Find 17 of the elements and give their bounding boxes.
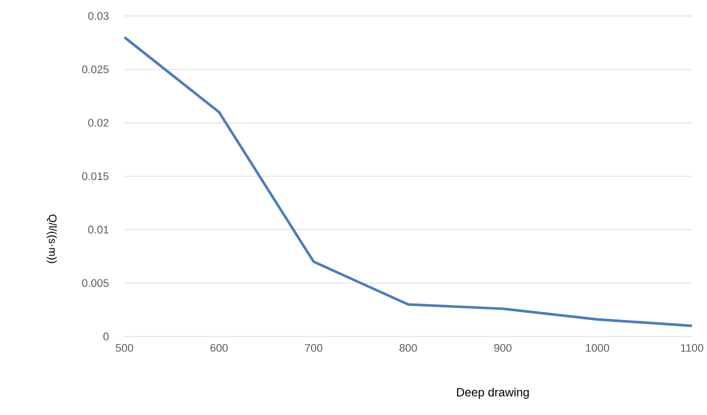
y-tick-label: 0.02 xyxy=(88,118,108,127)
x-tick-label: 900 xyxy=(494,344,512,352)
x-tick-label: 1100 xyxy=(681,344,704,352)
x-tick-label: 800 xyxy=(400,344,417,352)
y-tick-label: 0.01 xyxy=(88,226,108,234)
y-tick-label: 0.005 xyxy=(82,279,109,287)
x-tick-label: 600 xyxy=(210,344,228,352)
line-series xyxy=(123,36,694,328)
x-tick-label: 1000 xyxy=(586,344,610,352)
x-tick-label: 500 xyxy=(116,344,134,352)
x-axis-title: Deep drawing xyxy=(457,388,529,399)
y-tick-label: 0.015 xyxy=(82,172,109,180)
x-tick-label: 700 xyxy=(305,344,322,352)
y-tick-label: 0.025 xyxy=(82,65,109,74)
y-axis-title: Q/l/((s·m)) xyxy=(46,214,57,264)
y-tick-label: 0.03 xyxy=(88,12,109,20)
y-tick-label: 0 xyxy=(103,332,109,340)
